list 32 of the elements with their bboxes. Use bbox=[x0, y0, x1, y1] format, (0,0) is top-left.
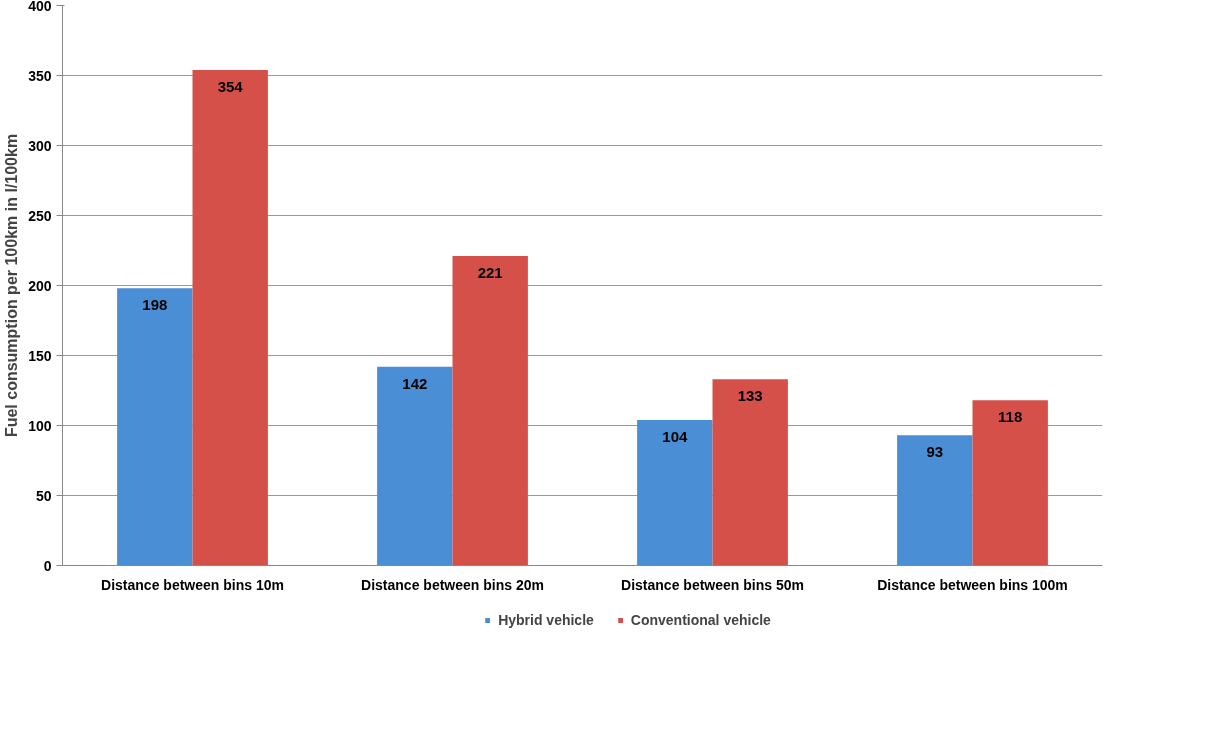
data-label: 104 bbox=[662, 427, 688, 445]
bar bbox=[637, 419, 713, 566]
data-label: 142 bbox=[402, 374, 428, 392]
y-tick-label: 50 bbox=[35, 487, 52, 504]
data-label: 221 bbox=[477, 264, 503, 282]
y-tick-label: 400 bbox=[28, 0, 52, 14]
data-label: 198 bbox=[142, 296, 168, 314]
bar bbox=[377, 366, 453, 566]
y-tick-label: 250 bbox=[28, 207, 52, 224]
bar bbox=[452, 256, 528, 566]
legend-label: Conventional vehicle bbox=[630, 612, 771, 628]
bar bbox=[712, 379, 788, 566]
y-tick-label: 350 bbox=[28, 67, 52, 84]
y-tick-label: 150 bbox=[28, 347, 52, 364]
data-label: 118 bbox=[998, 408, 1023, 426]
y-tick-label: 300 bbox=[28, 137, 52, 154]
data-label: 133 bbox=[737, 387, 763, 405]
y-tick-label: 100 bbox=[28, 417, 52, 434]
x-tick-label: Distance between bins 50m bbox=[621, 576, 804, 593]
x-tick-label: Distance between bins 20m bbox=[361, 576, 544, 593]
data-label: 354 bbox=[217, 77, 244, 95]
bar bbox=[972, 400, 1048, 566]
bar bbox=[192, 69, 268, 566]
y-tick-label: 200 bbox=[28, 277, 52, 294]
y-tick-label: 0 bbox=[43, 557, 52, 574]
bar bbox=[117, 288, 193, 566]
data-label: 93 bbox=[926, 443, 944, 461]
x-tick-label: Distance between bins 10m bbox=[101, 576, 284, 593]
bar bbox=[897, 435, 973, 566]
legend-label: Hybrid vehicle bbox=[498, 612, 594, 628]
y-axis-title: Fuel consumption per 100km in l/100km bbox=[3, 133, 21, 438]
x-tick-label: Distance between bins 100m bbox=[877, 576, 1068, 593]
